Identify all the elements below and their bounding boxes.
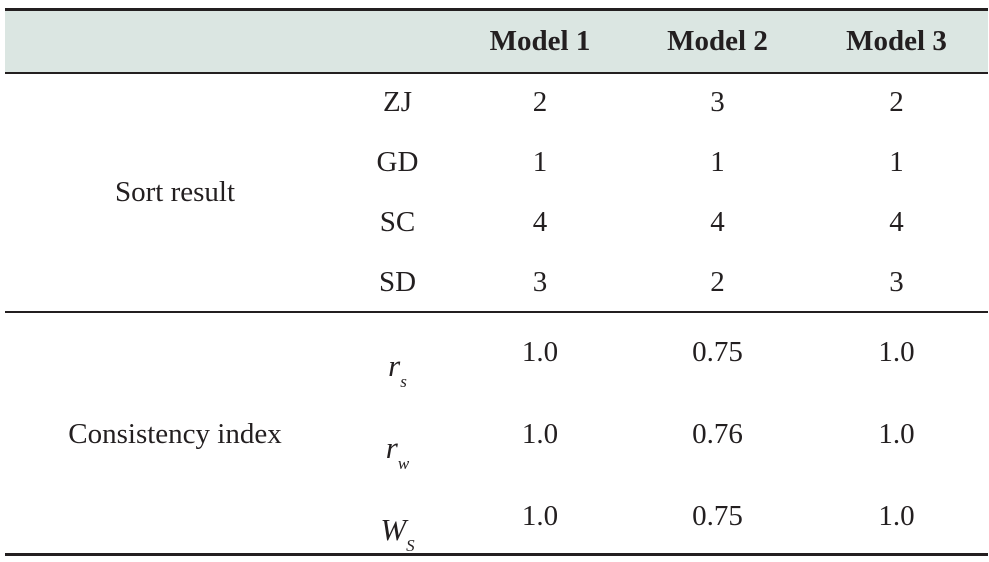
group-label-consistency-index: Consistency index (68, 418, 282, 450)
section-divider-rule (5, 311, 988, 313)
row-label-zj: ZJ (383, 86, 412, 118)
cell-ws-model-3: 1.0 (878, 500, 915, 532)
row-label-w-s: WS (380, 512, 415, 556)
table-header-row: Model 1 Model 2 Model 3 (5, 11, 988, 72)
cell-rs-model-1: 1.0 (521, 336, 559, 368)
cell-sd-model-2: 2 (710, 266, 725, 298)
cell-ws-model-2: 0.75 (692, 500, 743, 532)
group-label-sort-result: Sort result (114, 176, 236, 208)
table-top-rule (5, 8, 988, 11)
cell-sc-model-2: 4 (710, 206, 725, 238)
cell-rw-model-3: 1.0 (878, 418, 915, 450)
cell-gd-model-1: 1 (532, 146, 548, 178)
cell-sd-model-3: 3 (889, 266, 904, 298)
table-bottom-rule (5, 553, 988, 556)
cell-sd-model-1: 3 (532, 266, 548, 298)
cell-zj-model-3: 2 (889, 86, 904, 118)
header-model-2: Model 2 (667, 25, 768, 57)
cell-gd-model-3: 1 (889, 146, 904, 178)
cell-sc-model-1: 4 (532, 206, 548, 238)
row-label-r-s: rs (388, 348, 407, 392)
cell-rw-model-1: 1.0 (521, 418, 559, 450)
cell-gd-model-2: 1 (710, 146, 725, 178)
row-label-sc: SC (379, 206, 416, 238)
header-bottom-rule (5, 72, 988, 74)
row-label-sd: SD (378, 266, 417, 298)
cell-zj-model-2: 3 (710, 86, 725, 118)
cell-rs-model-3: 1.0 (878, 336, 915, 368)
cell-zj-model-1: 2 (532, 86, 548, 118)
row-label-r-w: rw (385, 430, 410, 474)
row-label-gd: GD (376, 146, 419, 178)
cell-rs-model-2: 0.75 (692, 336, 743, 368)
cell-rw-model-2: 0.76 (692, 418, 743, 450)
header-model-1: Model 1 (489, 25, 591, 57)
cell-ws-model-1: 1.0 (521, 500, 559, 532)
header-model-3: Model 3 (846, 25, 947, 57)
cell-sc-model-3: 4 (889, 206, 904, 238)
